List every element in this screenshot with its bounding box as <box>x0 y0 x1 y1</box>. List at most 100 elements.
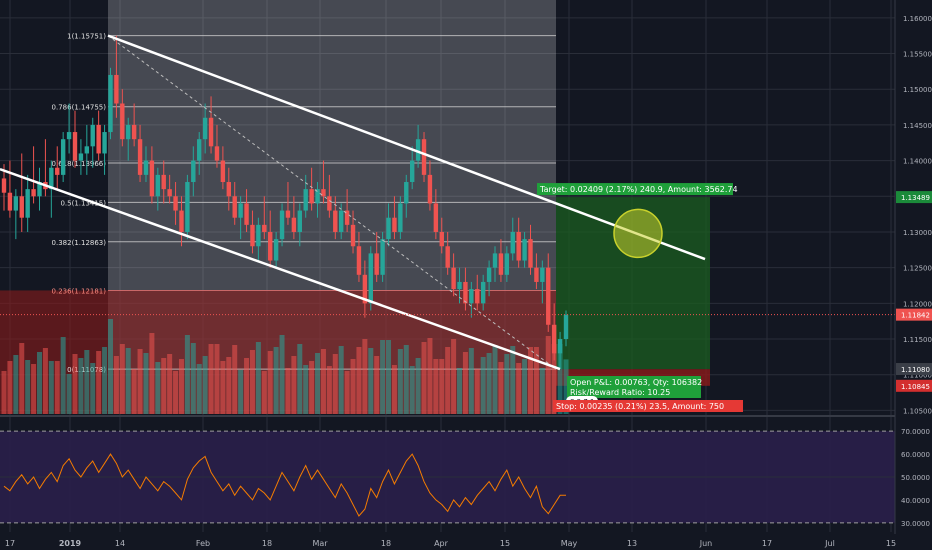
candle-body <box>96 124 101 154</box>
volume-bar <box>504 354 510 414</box>
candle-body <box>380 239 385 275</box>
volume-bar <box>60 337 66 414</box>
candle-body <box>486 267 492 282</box>
candle-body <box>457 281 462 290</box>
volume-bar <box>220 361 226 414</box>
volume-bar <box>474 369 480 414</box>
volume-bar <box>249 350 255 414</box>
volume-bar <box>338 346 344 414</box>
candle-body <box>226 182 231 197</box>
target-label-box <box>537 183 733 196</box>
candle-body <box>557 339 563 354</box>
fib-level-label: 1(1.15751) <box>67 33 106 41</box>
volume-bar <box>462 352 468 414</box>
volume-bar <box>90 363 96 414</box>
volume-bar <box>155 362 161 414</box>
candle-body <box>19 196 24 218</box>
time-axis-tick: 2019 <box>59 539 82 548</box>
volume-bar <box>397 349 403 414</box>
time-axis-tick: 18 <box>381 539 391 548</box>
volume-bar <box>131 369 137 414</box>
volume-bar <box>409 366 415 414</box>
stop-label-box <box>553 400 743 412</box>
candle-body <box>386 217 391 240</box>
candle-body <box>516 231 521 261</box>
volume-bar <box>48 361 54 414</box>
volume-bar <box>255 342 261 414</box>
time-axis-tick: Mar <box>312 539 328 548</box>
volume-bar <box>386 340 392 414</box>
volume-bar <box>66 374 72 414</box>
candle-body <box>149 160 155 197</box>
candle-body <box>179 210 184 232</box>
candle-body <box>66 132 72 140</box>
candle-body <box>167 189 172 197</box>
volume-bar <box>285 368 291 414</box>
candle-body <box>31 189 36 197</box>
volume-bar <box>320 349 326 414</box>
volume-bar <box>279 335 285 414</box>
volume-bar <box>445 347 451 414</box>
candle-body <box>321 189 326 197</box>
candle-body <box>492 253 498 268</box>
candle-body <box>78 153 84 161</box>
fib-level-label: 0.618(1.13966) <box>52 160 107 168</box>
price-axis-tick: 1.14000 <box>903 158 932 166</box>
candle-body <box>279 210 285 240</box>
candle-body <box>339 210 344 232</box>
price-axis-background <box>895 0 932 534</box>
volume-bar <box>516 363 522 414</box>
candle-body <box>356 246 362 275</box>
fib-level-label: 0.236(1.12181) <box>52 287 107 295</box>
volume-bar <box>557 344 563 414</box>
candle-body <box>197 139 202 161</box>
volume-bar <box>439 359 445 414</box>
volume-bar <box>326 366 332 414</box>
volume-bar <box>457 368 463 414</box>
candle-body <box>415 139 421 161</box>
volume-bar <box>84 350 90 414</box>
candle-body <box>333 210 338 232</box>
volume-bar <box>344 371 350 414</box>
volume-bar <box>291 356 297 414</box>
rsi-axis-tick: 70.0000 <box>901 428 930 436</box>
volume-bar <box>533 347 539 414</box>
candle-body <box>250 224 255 247</box>
volume-bar <box>184 335 190 414</box>
price-axis-tick: 1.15000 <box>903 86 932 94</box>
candle-body <box>108 74 113 133</box>
candle-body <box>1 178 7 193</box>
candle-body <box>256 224 261 247</box>
volume-bar <box>196 364 202 414</box>
price-badge-label: 1.10845 <box>901 383 930 391</box>
volume-bar <box>362 339 368 414</box>
time-axis-tick: Apr <box>434 539 449 548</box>
volume-bar <box>492 345 498 414</box>
volume-bar <box>78 358 84 414</box>
candle-body <box>344 210 350 225</box>
candle-body <box>303 189 308 211</box>
pnl-label: Open P&L: 0.00763, Qty: 106382 <box>570 378 702 387</box>
volume-bar <box>391 365 397 414</box>
candle-body <box>421 139 427 175</box>
candle-body <box>427 174 433 204</box>
candle-body <box>463 281 468 304</box>
price-axis-tick: 1.14500 <box>903 122 932 130</box>
volume-bar <box>273 347 279 414</box>
candle-body <box>143 160 149 175</box>
volume-bar <box>54 361 60 414</box>
volume-bar <box>36 352 42 414</box>
time-axis-tick: 17 <box>5 539 15 548</box>
volume-bar <box>332 354 338 414</box>
candle-body <box>534 267 539 282</box>
candle-body <box>214 146 220 161</box>
candle-body <box>368 253 373 304</box>
volume-bar <box>486 353 492 414</box>
time-axis-background <box>0 534 932 550</box>
rsi-axis-tick: 30.0000 <box>901 520 930 528</box>
time-axis-tick: Jul <box>824 539 835 548</box>
price-badge <box>896 363 932 376</box>
volume-bar <box>149 333 155 414</box>
price-badge <box>896 308 932 321</box>
